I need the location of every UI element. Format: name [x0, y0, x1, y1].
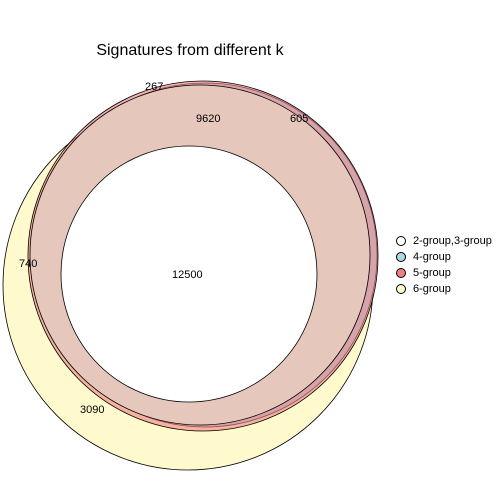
legend-label: 5-group — [413, 267, 451, 279]
legend-swatch — [396, 252, 406, 262]
legend-label: 6-group — [413, 283, 451, 295]
region-label-740: 740 — [19, 258, 37, 270]
legend-label: 2-group,3-group — [413, 235, 492, 247]
legend-item-4-group: 4-group — [396, 249, 492, 265]
legend-item-5-group: 5-group — [396, 265, 492, 281]
diagram-title: Signatures from different k — [96, 42, 284, 59]
region-label-9620: 9620 — [196, 113, 220, 125]
legend: 2-group,3-group 4-group 5-group 6-group — [396, 233, 492, 297]
region-label-3090: 3090 — [80, 404, 104, 416]
legend-swatch — [396, 284, 406, 294]
legend-item-2-3-group: 2-group,3-group — [396, 233, 492, 249]
legend-swatch — [396, 236, 406, 246]
region-label-605: 605 — [290, 113, 308, 125]
legend-item-6-group: 6-group — [396, 281, 492, 297]
set-2-3-group-circle — [60, 145, 318, 403]
legend-label: 4-group — [413, 251, 451, 263]
region-label-12500: 12500 — [172, 269, 203, 281]
region-label-267: 267 — [145, 81, 163, 93]
legend-swatch — [396, 268, 406, 278]
